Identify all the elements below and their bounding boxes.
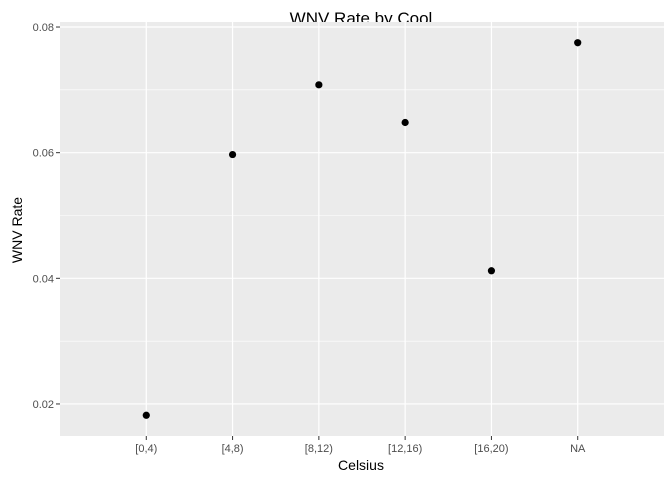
plot-panel <box>60 22 664 436</box>
x-tick-label: [8,12) <box>305 443 333 455</box>
y-axis-title: WNV Rate <box>9 197 25 263</box>
y-tick-label: 0.02 <box>33 399 54 411</box>
y-tick-label: 0.08 <box>33 22 54 34</box>
x-tick-label: [16,20) <box>474 443 508 455</box>
data-point <box>315 81 323 89</box>
data-point <box>142 411 150 419</box>
x-axis-title: Celsius <box>338 457 384 473</box>
major-gridlines <box>60 22 664 436</box>
data-points <box>142 39 582 419</box>
y-tick-label: 0.04 <box>33 273 54 285</box>
data-point <box>487 267 496 275</box>
x-tick-label: [0,4) <box>135 443 157 455</box>
y-tick-label: 0.06 <box>33 148 54 160</box>
x-axis-ticks: [0,4) [4,8) [8,12) [12,16) [16,20) NA <box>135 436 586 455</box>
x-tick-label: NA <box>570 443 586 455</box>
data-point <box>574 39 582 47</box>
data-point <box>228 150 237 159</box>
data-point <box>401 118 409 127</box>
x-tick-label: [12,16) <box>388 443 422 455</box>
x-tick-label: [4,8) <box>222 443 244 455</box>
y-axis-ticks: 0.02 0.04 0.06 0.08 <box>33 22 60 411</box>
minor-gridlines <box>60 89 664 342</box>
